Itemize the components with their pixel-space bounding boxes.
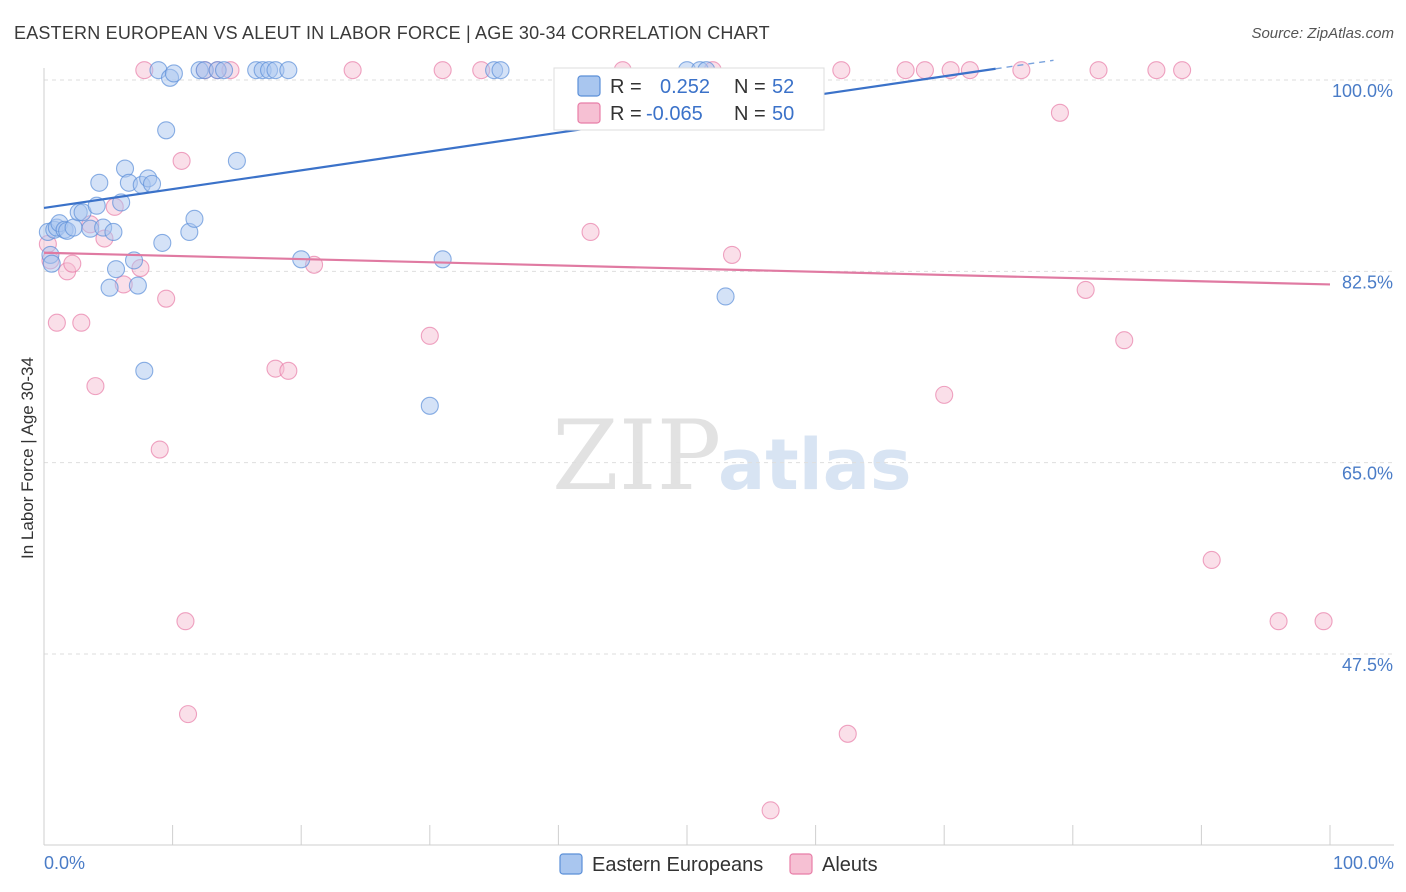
series-aleuts-points: [38, 61, 1333, 820]
y-tick-label-0: 100.0%: [1332, 81, 1393, 101]
legend-pink-r-label: R =: [610, 103, 642, 125]
y-tick-labels: 100.0% 82.5% 65.0% 47.5%: [1332, 81, 1393, 675]
legend-pink-swatch: [577, 102, 601, 124]
eastern-europeans-point-16: [104, 222, 123, 242]
aleuts-point-22: [279, 361, 298, 380]
aleuts-point-24: [343, 61, 362, 80]
watermark-atlas: atlas: [718, 424, 912, 506]
legend-blue-n-label: N =: [734, 76, 766, 98]
eastern-europeans-point-17: [106, 260, 126, 279]
aleuts-point-43: [1089, 61, 1108, 80]
eastern-europeans-point-2: [42, 254, 61, 273]
aleuts-point-45: [1147, 61, 1166, 80]
x-axis-ticks: [172, 825, 1331, 845]
eastern-europeans-point-46: [433, 250, 452, 269]
aleuts-point-25: [420, 326, 439, 345]
aleuts-point-26: [433, 61, 452, 80]
eastern-europeans-point-43: [279, 61, 298, 80]
trend-lines: [43, 59, 1331, 286]
trend-eastern-europeans: [43, 67, 996, 210]
aleuts-point-33: [832, 61, 851, 80]
aleuts-point-48: [1269, 612, 1288, 631]
aleuts-point-36: [915, 61, 934, 80]
legend-blue-r-value: 0.252: [660, 76, 710, 98]
aleuts-point-17: [178, 705, 198, 724]
gridlines: [44, 79, 1394, 655]
source-label: Source: ZipAtlas.com: [1251, 25, 1394, 42]
aleuts-point-32: [761, 801, 780, 820]
aleuts-point-4: [63, 254, 82, 273]
eastern-europeans-point-29: [157, 121, 176, 140]
aleuts-point-5: [72, 313, 91, 332]
bottom-legend: Eastern Europeans Aleuts: [559, 853, 878, 876]
aleuts-point-46: [1173, 61, 1192, 80]
bottom-legend-aleuts: Aleuts: [822, 854, 878, 876]
legend-pink-n-label: N =: [734, 103, 766, 125]
eastern-europeans-point-24: [135, 361, 154, 380]
trend-eastern-europeans-extension: [995, 59, 1054, 70]
top-legend: R = 0.252 N = 52 R = -0.065 N = 50: [553, 67, 825, 131]
bottom-legend-pink-swatch: [789, 853, 813, 875]
aleuts-point-44: [1115, 331, 1134, 350]
eastern-europeans-point-38: [227, 151, 246, 170]
aleuts-point-15: [172, 151, 191, 170]
watermark-zip: ZIP: [552, 400, 721, 512]
bottom-legend-blue-swatch: [559, 853, 583, 875]
y-tick-label-2: 65.0%: [1342, 464, 1393, 484]
aleuts-point-49: [1314, 612, 1333, 631]
aleuts-point-34: [838, 724, 857, 743]
eastern-europeans-point-15: [100, 278, 119, 297]
y-tick-label-3: 47.5%: [1342, 655, 1393, 675]
aleuts-point-28: [581, 222, 600, 242]
aleuts-point-2: [47, 313, 66, 332]
bottom-legend-eastern-europeans: Eastern Europeans: [592, 854, 763, 876]
eastern-europeans-point-28: [153, 233, 172, 252]
eastern-europeans-point-31: [164, 64, 183, 83]
trend-aleuts: [43, 251, 1331, 286]
aleuts-point-47: [1202, 550, 1221, 570]
aleuts-point-16: [176, 612, 195, 631]
aleuts-point-7: [86, 377, 105, 396]
y-tick-label-1: 82.5%: [1342, 272, 1393, 292]
eastern-europeans-point-33: [185, 209, 204, 228]
legend-blue-swatch: [577, 75, 601, 97]
aleuts-point-31: [722, 245, 742, 264]
aleuts-point-13: [150, 440, 169, 459]
legend-pink-r-value: -0.065: [646, 103, 703, 125]
legend-blue-r-label: R =: [610, 76, 642, 98]
eastern-europeans-point-13: [90, 173, 109, 192]
aleuts-point-14: [157, 289, 176, 308]
eastern-europeans-point-22: [128, 276, 147, 295]
eastern-europeans-point-26: [142, 174, 162, 193]
eastern-europeans-point-52: [716, 287, 735, 306]
aleuts-point-37: [935, 385, 954, 404]
x-tick-label-right: 100.0%: [1333, 853, 1394, 873]
aleuts-point-35: [896, 61, 915, 80]
eastern-europeans-point-48: [491, 61, 510, 80]
y-axis-label: In Labor Force | Age 30-34: [18, 357, 37, 559]
aleuts-point-41: [1050, 103, 1069, 122]
chart-title: EASTERN EUROPEAN VS ALEUT IN LABOR FORCE…: [14, 23, 770, 43]
eastern-europeans-point-8: [64, 218, 83, 237]
aleuts-point-42: [1076, 280, 1095, 299]
legend-blue-n-value: 52: [772, 76, 794, 98]
aleuts-point-39: [960, 61, 979, 80]
aleuts-point-40: [1012, 61, 1031, 80]
x-tick-label-left: 0.0%: [44, 853, 85, 873]
eastern-europeans-point-45: [420, 396, 439, 415]
legend-pink-n-value: 50: [772, 103, 794, 125]
eastern-europeans-point-37: [214, 61, 234, 80]
